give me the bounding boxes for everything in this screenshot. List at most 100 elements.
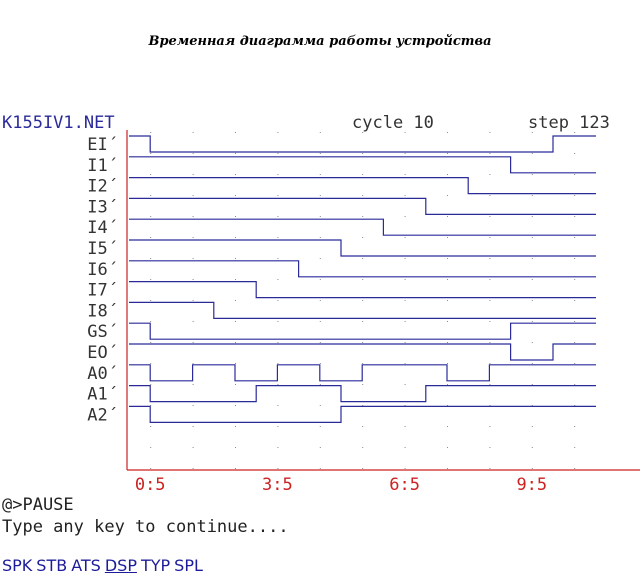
grid-dot <box>235 174 236 175</box>
grid-dot <box>235 279 236 280</box>
grid-dot <box>574 132 576 133</box>
signal-trace <box>129 260 596 278</box>
grid-dot <box>531 342 533 343</box>
grid-dot <box>531 279 533 280</box>
signal-name: A2´ <box>87 405 118 425</box>
grid-dot <box>277 321 279 322</box>
time-tick-label: 0:5 <box>135 475 166 495</box>
signal-name: I1´ <box>87 156 118 176</box>
grid-dot <box>489 174 491 175</box>
grid-dot <box>489 195 491 196</box>
grid-dot <box>277 132 279 133</box>
grid-dot <box>277 363 279 364</box>
grid-dot <box>319 216 321 217</box>
grid-dot <box>277 237 279 238</box>
signal-name: A1´ <box>87 385 118 405</box>
grid-dot <box>150 174 152 175</box>
grid-dot <box>489 216 491 217</box>
grid-dot <box>319 300 321 301</box>
grid-dot <box>277 153 279 154</box>
grid-dot <box>404 279 406 280</box>
grid-dot <box>150 279 152 280</box>
grid-dot <box>362 384 364 385</box>
console-prompt-line[interactable]: Type any key to continue.... <box>2 517 289 537</box>
grid-dot <box>574 405 576 406</box>
grid-dot <box>319 447 321 448</box>
signal-name: I5´ <box>87 239 118 259</box>
grid-dot <box>319 384 321 385</box>
menu-item-typ[interactable]: TYP <box>140 556 171 575</box>
menu-item-stb[interactable]: STB <box>36 556 68 575</box>
grid-dot <box>574 321 576 322</box>
grid-dot <box>150 447 152 448</box>
grid-dot <box>574 258 576 259</box>
grid-dot <box>531 447 533 448</box>
grid-dot <box>192 279 194 280</box>
grid-dot <box>362 153 364 154</box>
grid-dot <box>235 342 236 343</box>
console: @>PAUSE Type any key to continue.... <box>2 494 289 538</box>
menu-item-dsp[interactable]: DSP <box>104 556 137 575</box>
grid-dot <box>447 300 448 301</box>
grid-dot <box>574 279 576 280</box>
grid-dot <box>235 447 236 448</box>
grid-dot <box>531 363 533 364</box>
signal-name: I3´ <box>87 197 118 217</box>
grid-dot <box>150 426 152 427</box>
bottom-menu: SPK STB ATS DSP TYP SPL <box>2 556 207 575</box>
grid-dot <box>362 300 364 301</box>
cycle-label: cycle 10 <box>352 113 434 133</box>
signal-trace <box>129 405 596 423</box>
signal-trace <box>129 156 596 174</box>
signal-trace <box>129 239 596 257</box>
grid-dot <box>447 279 448 280</box>
grid-dot <box>404 216 406 217</box>
grid-dot <box>531 405 533 406</box>
signal-trace <box>129 385 596 403</box>
grid-dot <box>447 447 448 448</box>
grid-dot <box>192 300 194 301</box>
step-label: step 123 <box>528 113 610 133</box>
grid-dot <box>362 237 364 238</box>
grid-dot <box>447 237 448 238</box>
grid-dot <box>192 363 194 364</box>
grid-dot <box>277 405 279 406</box>
signal-name: EO´ <box>87 343 118 363</box>
timing-diagram: K155IV1.NET cycle 10 step 123 EI´I1´I2´I… <box>2 113 640 495</box>
grid-dot <box>404 237 406 238</box>
signal-trace <box>129 322 596 340</box>
grid-dot <box>362 216 364 217</box>
menu-item-ats[interactable]: ATS <box>71 556 101 575</box>
grid-dot <box>319 237 321 238</box>
grid-dot <box>192 237 194 238</box>
grid-dot <box>404 426 406 427</box>
menu-item-spl[interactable]: SPL <box>174 556 203 575</box>
grid-dot <box>447 258 448 259</box>
grid-dot <box>531 153 533 154</box>
time-axis: 0:5 3:5 6:5 9:5 <box>126 130 640 495</box>
grid-dot <box>574 342 576 343</box>
grid-dot <box>404 132 406 133</box>
grid-dot <box>277 468 279 469</box>
grid-dot <box>489 279 491 280</box>
grid-dot <box>489 384 491 385</box>
grid-dot <box>404 468 406 469</box>
menu-item-spk[interactable]: SPK <box>2 556 33 575</box>
grid-dot <box>192 195 194 196</box>
signal-trace <box>129 197 596 215</box>
signal-name: I2´ <box>87 177 118 197</box>
grid-dot <box>150 258 152 259</box>
grid-dot <box>404 321 406 322</box>
grid-dot <box>150 216 152 217</box>
grid-dot <box>489 237 491 238</box>
grid-dot <box>192 447 194 448</box>
grid-dot <box>277 195 279 196</box>
grid-dot <box>192 342 194 343</box>
signal-names: EI´I1´I2´I3´I4´I5´I6´I7´I8´GS´EO´A0´A1´A… <box>87 135 118 425</box>
grid-dot <box>150 153 152 154</box>
grid-dot <box>277 216 279 217</box>
grid-dot <box>447 174 448 175</box>
grid-dot <box>489 426 491 427</box>
grid-dot <box>489 447 491 448</box>
grid-dot <box>319 153 321 154</box>
